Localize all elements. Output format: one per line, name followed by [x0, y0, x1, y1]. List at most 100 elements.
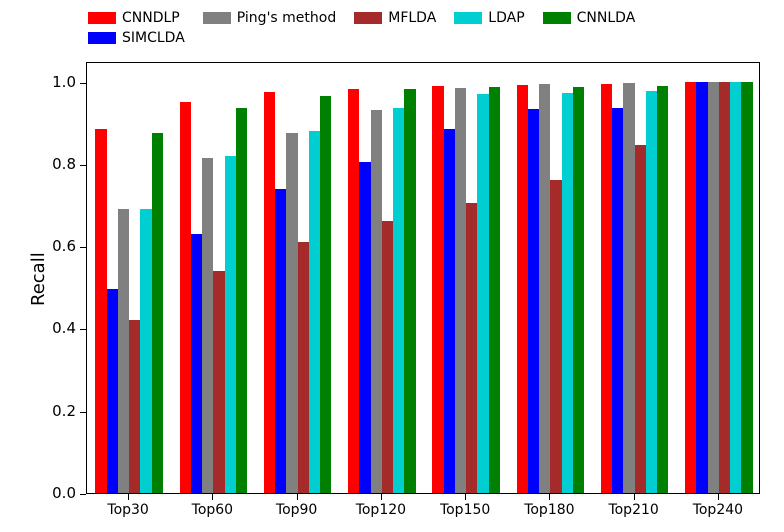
y-tick-mark [80, 329, 86, 330]
bar [236, 108, 247, 493]
figure: CNNDLP SIMCLDA Ping's method MFLDA LDAP CNNLD… [0, 0, 784, 532]
legend-item: CNNDLP [88, 10, 185, 26]
bar [275, 189, 286, 493]
bar [517, 85, 528, 493]
bar [657, 86, 668, 493]
bar [152, 133, 163, 493]
bar [95, 129, 106, 493]
bar [466, 203, 477, 493]
legend-item: Ping's method [203, 10, 336, 26]
bar [225, 156, 236, 493]
legend-swatch [88, 32, 116, 44]
bar [444, 129, 455, 493]
legend-item: LDAP [454, 10, 524, 26]
bar [286, 133, 297, 493]
bar [455, 88, 466, 493]
bar [320, 96, 331, 493]
legend-label: MFLDA [388, 10, 436, 26]
bar [348, 89, 359, 493]
x-tick-label: Top180 [524, 502, 574, 518]
bar [562, 93, 573, 493]
y-tick-mark [80, 165, 86, 166]
legend-swatch [354, 12, 382, 24]
legend-label: Ping's method [237, 10, 336, 26]
x-tick-mark [718, 494, 719, 500]
x-tick-mark [128, 494, 129, 500]
y-tick-label: 0.6 [42, 237, 76, 255]
x-tick-label: Top210 [608, 502, 658, 518]
bar [635, 145, 646, 493]
bar [213, 271, 224, 493]
bar [685, 82, 696, 493]
legend-column: CNNLDA [543, 8, 654, 48]
x-tick-label: Top120 [356, 502, 406, 518]
bar [404, 89, 415, 493]
bar [298, 242, 309, 493]
legend-column: CNNDLP SIMCLDA [88, 8, 203, 48]
bar [129, 320, 140, 493]
bar [118, 209, 129, 493]
y-tick-mark [80, 83, 86, 84]
y-tick-label: 1.0 [42, 73, 76, 91]
bar [359, 162, 370, 493]
legend-label: LDAP [488, 10, 524, 26]
y-tick-mark [80, 247, 86, 248]
x-tick-mark [297, 494, 298, 500]
bar [573, 87, 584, 493]
y-tick-label: 0.0 [42, 484, 76, 502]
legend-column: LDAP [454, 8, 542, 48]
bar [719, 82, 730, 493]
bar [382, 221, 393, 493]
bar [646, 91, 657, 493]
x-tick-label: Top60 [192, 502, 233, 518]
bar [180, 102, 191, 493]
bar [601, 84, 612, 493]
bar [264, 92, 275, 493]
bar [623, 83, 634, 493]
bar [309, 131, 320, 493]
bar [730, 82, 741, 493]
legend-label: SIMCLDA [122, 30, 185, 46]
x-tick-mark [212, 494, 213, 500]
bar [107, 289, 118, 493]
y-tick-mark [80, 494, 86, 495]
x-tick-mark [634, 494, 635, 500]
plot-area [86, 62, 760, 494]
legend-label: CNNLDA [577, 10, 636, 26]
legend-item: CNNLDA [543, 10, 636, 26]
legend-column: MFLDA [354, 8, 454, 48]
bars-layer [87, 63, 759, 493]
y-tick-label: 0.2 [42, 402, 76, 420]
x-tick-label: Top240 [693, 502, 743, 518]
bar [202, 158, 213, 493]
legend-swatch [203, 12, 231, 24]
bar [550, 180, 561, 493]
x-tick-label: Top90 [276, 502, 317, 518]
y-axis-label: Recall [28, 252, 49, 306]
legend-label: CNNDLP [122, 10, 180, 26]
bar [539, 84, 550, 493]
legend-swatch [543, 12, 571, 24]
bar [708, 82, 719, 493]
bar [477, 94, 488, 493]
x-tick-label: Top150 [440, 502, 490, 518]
x-tick-label: Top30 [107, 502, 148, 518]
legend-column: Ping's method [203, 8, 354, 48]
bar [528, 109, 539, 493]
x-tick-mark [549, 494, 550, 500]
bar [140, 209, 151, 493]
y-tick-mark [80, 412, 86, 413]
bar [432, 86, 443, 493]
y-tick-label: 0.4 [42, 319, 76, 337]
legend-item: SIMCLDA [88, 30, 185, 46]
legend-swatch [454, 12, 482, 24]
bar [393, 108, 404, 493]
legend-swatch [88, 12, 116, 24]
bar [612, 108, 623, 493]
bar [696, 82, 707, 493]
bar [741, 82, 752, 493]
y-tick-label: 0.8 [42, 155, 76, 173]
bar [191, 234, 202, 493]
bar [371, 110, 382, 493]
legend: CNNDLP SIMCLDA Ping's method MFLDA LDAP CNNLD… [88, 8, 653, 48]
